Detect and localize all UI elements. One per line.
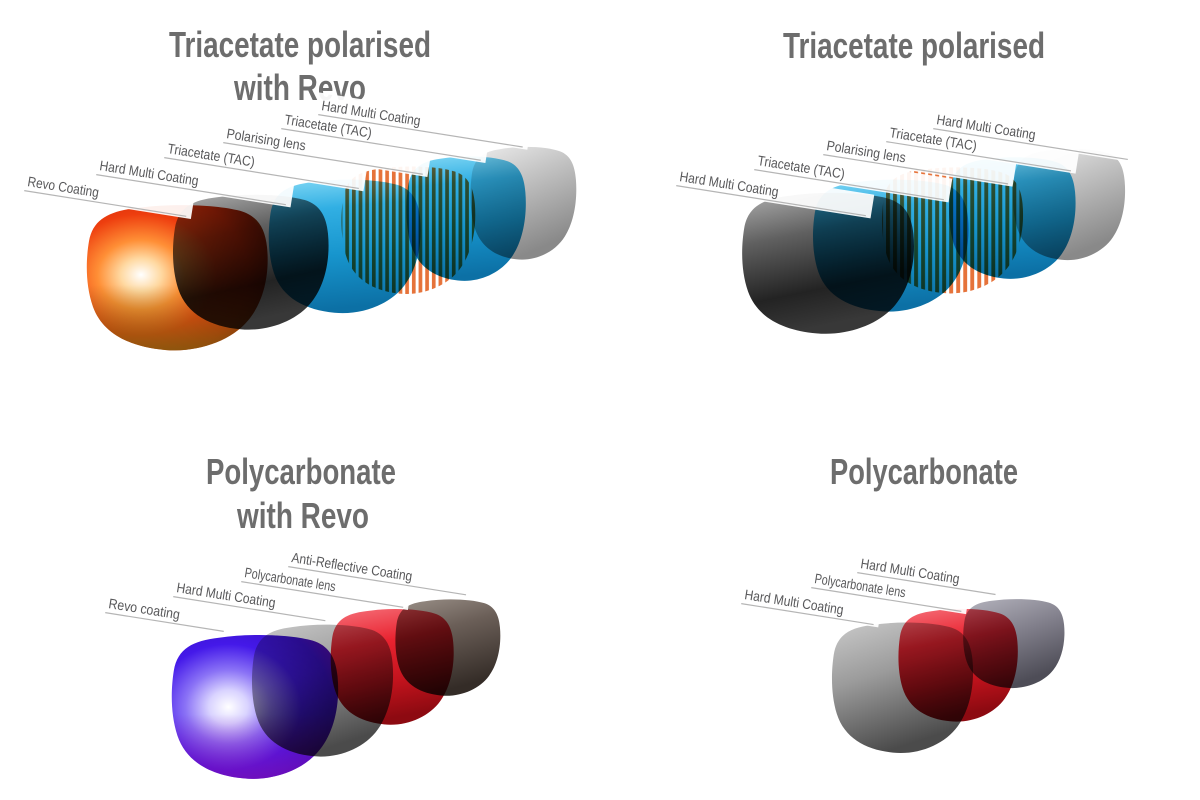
leader-line — [281, 128, 481, 161]
label-card — [750, 147, 953, 203]
panel-polycarbonate: Polycarbonate Hard Multi Coating Polycar… — [600, 400, 1200, 800]
leader-line — [933, 128, 1128, 161]
label-card — [284, 544, 475, 598]
label-card — [882, 119, 1080, 174]
label-card — [929, 106, 1137, 163]
leader-line — [24, 190, 187, 217]
label-card — [819, 132, 1017, 187]
leader-line — [164, 157, 359, 190]
panel-canvas: Triacetate polarised with Revo Revo Coat… — [20, 24, 577, 351]
panel-canvas: Polycarbonate Hard Multi Coating Polycar… — [737, 451, 1065, 754]
leader-line — [886, 141, 1072, 172]
leader-line — [676, 185, 866, 217]
leader-line — [105, 612, 224, 632]
leader-line — [223, 142, 423, 175]
label-card — [807, 565, 970, 615]
label-group: Revo coating Hard Multi Coating Polycarb… — [101, 544, 475, 635]
panel-canvas: Triacetate polarised Hard Multi Coating … — [672, 25, 1137, 334]
leader-line — [96, 174, 286, 206]
leader-line — [241, 581, 404, 608]
label-card — [737, 581, 882, 628]
label-revo-coating: Revo coating — [101, 590, 233, 635]
lens-1-revo-coating — [171, 635, 339, 779]
panel-title-line-1: Triacetate polarised — [783, 25, 1045, 66]
panel-triacetate-polarised: Triacetate polarised Hard Multi Coating … — [600, 0, 1200, 400]
lens-1-hard-multi-coating — [831, 622, 974, 754]
panel-title-line-1: Triacetate polarised — [169, 24, 431, 65]
label-hard-multi-coating: Hard Multi Coating — [169, 574, 334, 624]
leader-line — [741, 603, 874, 626]
label-card — [672, 163, 875, 219]
label-card — [101, 590, 233, 635]
leader-line — [288, 566, 467, 596]
lens-revo-purple-shade — [171, 635, 339, 779]
leader-line — [754, 169, 944, 201]
label-card — [237, 559, 412, 611]
label-polarising-lens: Polarising lens — [219, 120, 432, 177]
label-card — [92, 152, 295, 208]
label-card — [219, 120, 432, 177]
panel-title-line-1: Polycarbonate — [830, 451, 1018, 492]
leader-line — [173, 596, 326, 622]
label-card — [20, 168, 195, 220]
leader-line — [811, 587, 962, 612]
leader-line — [857, 572, 996, 596]
label-card — [853, 550, 1004, 598]
label-group: Revo Coating Hard Multi Coating Triaceta… — [20, 92, 532, 220]
panel-title-line-1: Polycarbonate — [206, 451, 396, 492]
lens-1-hard-multi-coating — [742, 192, 914, 334]
label-card — [314, 92, 532, 150]
leader-line — [318, 114, 523, 148]
label-card — [277, 106, 490, 163]
leader-line — [823, 154, 1009, 185]
panel-canvas: Polycarbonate with Revo Revo coating Har… — [101, 451, 501, 779]
panel-title-line-2: with Revo — [236, 495, 369, 536]
label-card — [169, 574, 334, 624]
label-group: Hard Multi Coating Polycarbonate lens Ha… — [737, 550, 1004, 628]
panel-polycarbonate-with-revo: Polycarbonate with Revo Revo coating Har… — [0, 400, 600, 800]
panel-triacetate-polarised-with-revo: Triacetate polarised with Revo Revo Coat… — [0, 0, 600, 400]
label-card — [160, 135, 368, 192]
label-triacetate-tac-front: Triacetate (TAC) — [160, 135, 368, 192]
